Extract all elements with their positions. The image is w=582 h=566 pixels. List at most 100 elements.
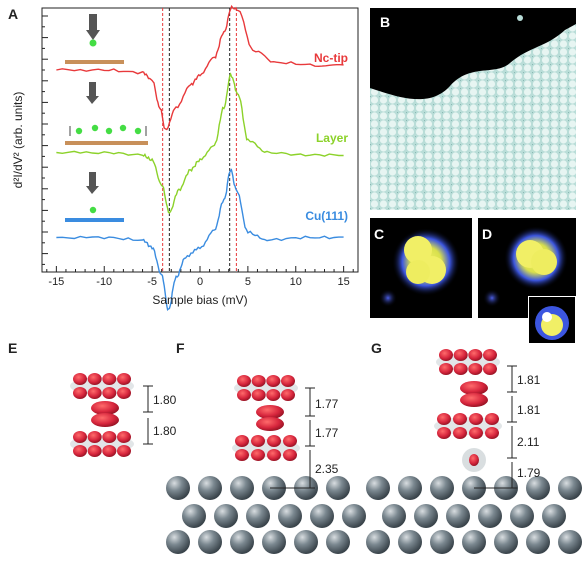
x-tick-label: -10	[96, 276, 112, 288]
cu-atom	[246, 504, 270, 528]
cu-atom	[198, 530, 222, 554]
orbital-lobe	[73, 431, 87, 443]
orbital-lobe	[437, 427, 451, 439]
orbital-lobe	[237, 375, 251, 387]
series-label-cu111: Cu(111)	[305, 209, 348, 223]
cu-atom	[182, 504, 206, 528]
cu-atom	[166, 476, 190, 500]
orbital-lobe	[117, 445, 131, 457]
cu-atom	[366, 476, 390, 500]
x-tick-label: 15	[338, 276, 350, 288]
orbital-lobe	[117, 431, 131, 443]
distance-e-1: 1.80	[153, 393, 177, 407]
orbital-lobe	[283, 449, 297, 461]
cu-atom	[510, 504, 534, 528]
orbital-lobe	[235, 435, 249, 447]
orbital-lobe	[117, 387, 131, 399]
distance-bars-f	[270, 387, 315, 489]
orbital-lobe	[281, 389, 295, 401]
orbital-lobe	[237, 389, 251, 401]
series-line-cu-111-	[56, 168, 344, 312]
orbital-lobe	[468, 349, 483, 361]
panel-label-e: E	[8, 340, 18, 356]
orbital-lobe	[437, 413, 451, 425]
stm-image-c	[370, 218, 472, 318]
cu-atom	[366, 530, 390, 554]
stm-image-b	[370, 8, 576, 210]
orbital-lobe	[251, 389, 266, 401]
orbital-lobe	[469, 413, 483, 425]
orbital-lobe	[235, 449, 249, 461]
x-tick-label: -5	[147, 276, 157, 288]
cu-atom	[326, 530, 350, 554]
distance-f-2: 1.77	[315, 426, 339, 440]
orbital-lobe	[267, 449, 281, 461]
orbital-lobe	[439, 349, 453, 361]
cu-substrate-g	[366, 476, 582, 554]
y-axis-ticks	[42, 15, 48, 265]
molecule-stack-e	[70, 373, 134, 457]
distance-bars-g	[474, 365, 517, 489]
y-axis-label: d²I/dV² (arb. units)	[11, 92, 25, 189]
orbital-lobe	[485, 427, 499, 439]
orbital-lobe	[468, 363, 483, 375]
cu-atom	[278, 504, 302, 528]
panel-label-g: G	[371, 340, 382, 356]
cu-atom	[342, 504, 366, 528]
orbital-lobe	[251, 375, 266, 387]
cu-atom	[446, 504, 470, 528]
orbital-lobe	[267, 435, 281, 447]
orbital-lobe	[485, 413, 499, 425]
orbital-lobe	[256, 405, 284, 419]
orbital-lobe	[439, 363, 453, 375]
molecule-stack-g	[434, 349, 502, 472]
x-tick-label: 0	[197, 276, 203, 288]
cu-atom	[430, 476, 454, 500]
nc-tip-schematic	[65, 14, 124, 64]
cu-atom	[430, 530, 454, 554]
cu-atom	[382, 504, 406, 528]
distance-g-1: 1.81	[517, 373, 541, 387]
cu-atom	[310, 504, 334, 528]
orbital-lobe	[453, 349, 468, 361]
stm-inset-d	[528, 296, 576, 344]
cu-atom	[294, 530, 318, 554]
orbital-lobe	[102, 387, 117, 399]
orbital-lobe	[87, 373, 102, 385]
cu-atom	[326, 476, 350, 500]
orbital-lobe	[281, 375, 295, 387]
x-tick-label: 5	[245, 276, 251, 288]
cu-substrate-f	[166, 476, 366, 554]
orbital-lobe	[87, 445, 102, 457]
orbital-lobe	[102, 445, 117, 457]
orbital-lobe	[453, 427, 467, 439]
cu-atom	[526, 476, 550, 500]
orbital-lobe	[251, 435, 265, 447]
distance-bars-e	[143, 385, 153, 445]
orbital-lobe	[483, 363, 497, 375]
distance-e-2: 1.80	[153, 424, 177, 438]
x-axis-ticks: -15 -10 -5 0 5 10 15	[46, 266, 354, 288]
cu-atom	[230, 476, 254, 500]
x-axis-label: Sample bias (mV)	[152, 293, 247, 307]
molecule-halo	[232, 439, 300, 457]
cu-atom	[526, 530, 550, 554]
orbital-lobe	[91, 401, 119, 415]
orbital-lobe	[117, 373, 131, 385]
cu-atom	[414, 504, 438, 528]
orbital-lobe	[266, 375, 281, 387]
cu-atom	[398, 530, 422, 554]
orbital-lobe	[87, 387, 102, 399]
panel-label-f: F	[176, 340, 185, 356]
cu-atom	[398, 476, 422, 500]
orbital-lobe	[73, 387, 87, 399]
cu-schematic	[65, 172, 124, 222]
orbital-lobe	[460, 393, 488, 407]
cu-atom	[542, 504, 566, 528]
panel-label-a: A	[8, 6, 19, 22]
x-tick-label: 10	[290, 276, 302, 288]
series-label-nc-tip: Nc-tip	[314, 51, 348, 65]
orbital-lobe	[73, 373, 87, 385]
cu-atom	[558, 476, 582, 500]
distance-f-1: 1.77	[315, 397, 339, 411]
